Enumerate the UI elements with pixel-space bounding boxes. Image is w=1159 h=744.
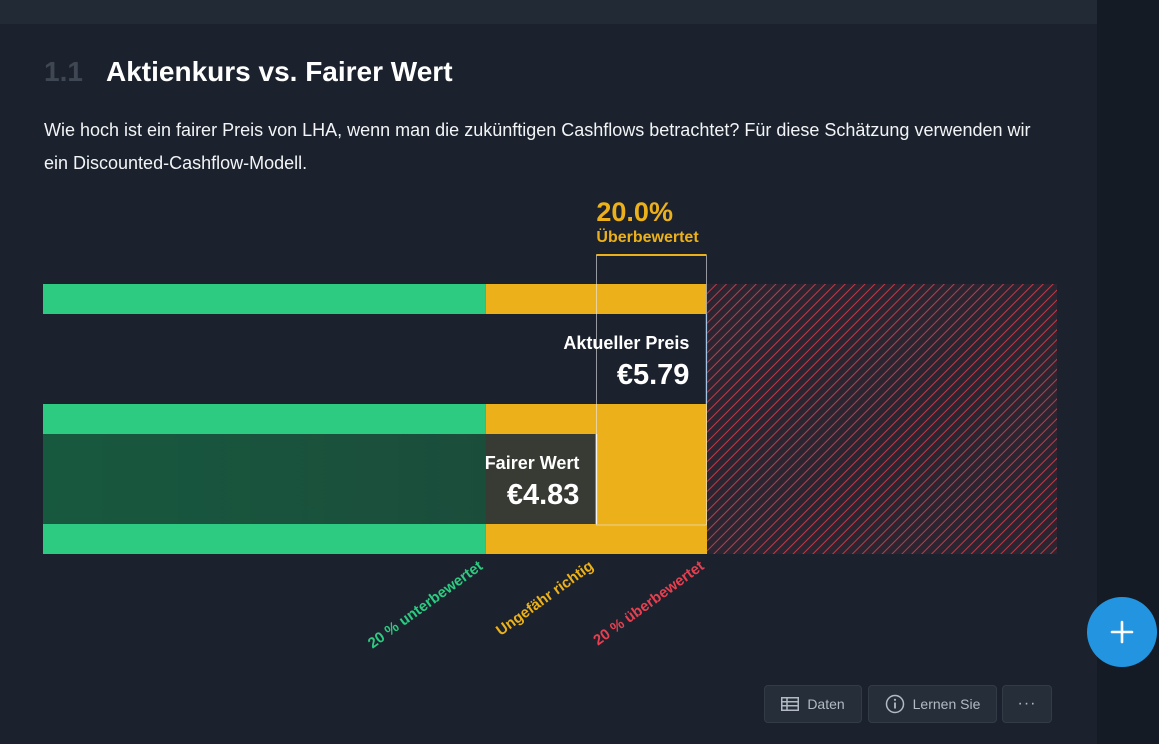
add-fab-button[interactable] — [1087, 597, 1157, 667]
more-button[interactable]: ··· — [1002, 685, 1052, 723]
zone-over-hatched — [707, 284, 1057, 554]
table-icon — [781, 697, 800, 711]
section-description: Wie hoch ist ein fairer Preis von LHA, w… — [44, 120, 1031, 173]
price-bar-zone-under — [43, 284, 486, 314]
learn-button[interactable]: Lernen Sie — [868, 685, 997, 723]
section-number: 1.1 — [44, 56, 83, 87]
top-header-strip — [0, 0, 1097, 24]
fair-value-value: €4.83 — [507, 479, 580, 511]
valuation-percent: 20.0% — [596, 197, 673, 227]
fair-value-band-fair-part — [485, 434, 597, 524]
fair-value-label: Fairer Wert — [485, 453, 580, 473]
more-icon: ··· — [1017, 695, 1037, 712]
zone-label-fair: Ungefähr richtig — [493, 557, 597, 639]
zone-label-over: 20 % überbewertet — [590, 557, 707, 649]
learn-button-label: Lernen Sie — [912, 696, 981, 712]
info-icon — [885, 694, 904, 714]
zone-label-under: 20 % unterbewertet — [365, 557, 486, 652]
data-button[interactable]: Daten — [764, 685, 862, 723]
section-title: Aktienkurs vs. Fairer Wert — [106, 56, 453, 87]
data-button-label: Daten — [807, 696, 845, 712]
current-price-value: €5.79 — [617, 359, 690, 391]
plus-icon — [1110, 620, 1134, 644]
valuation-status: Überbewertet — [596, 227, 699, 246]
current-price-label: Aktueller Preis — [563, 333, 689, 353]
